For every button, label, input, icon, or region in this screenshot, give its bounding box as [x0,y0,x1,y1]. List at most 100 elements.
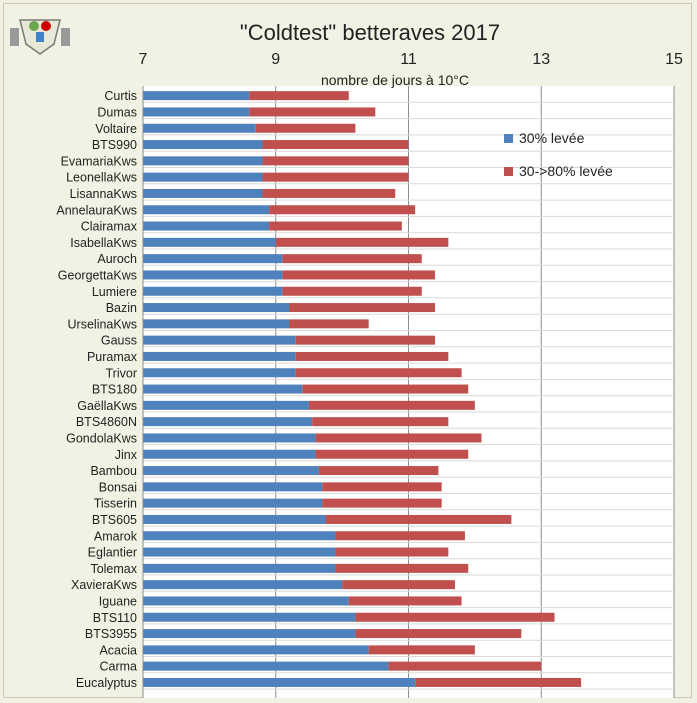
category-label: BTS4860N [76,415,137,429]
bar-series-2 [348,596,462,606]
bar-series-2 [322,498,442,508]
category-label: BTS605 [92,513,137,527]
bar-series-2 [249,91,349,101]
bar-series-1 [143,612,356,622]
bar-series-1 [143,368,296,378]
category-label: LeonellaKws [66,171,137,185]
legend-item-series-1: 30% levée [504,130,584,146]
bar-series-1 [143,335,296,345]
x-tick-label: 7 [139,51,148,68]
category-label: GaëllaKws [77,399,137,413]
bar-series-2 [289,319,369,329]
bar-series-2 [262,188,396,198]
bar-series-1 [143,449,316,459]
bar-series-1 [143,188,263,198]
category-label: IsabellaKws [70,236,137,250]
category-label: Bonsai [99,480,137,494]
bar-series-2 [255,123,356,133]
bar-series-2 [249,107,376,117]
bar-series-1 [143,433,316,443]
bar-series-2 [368,645,475,655]
bar-series-2 [262,156,409,166]
bar-series-1 [143,596,349,606]
category-label: Amarok [94,529,138,543]
category-label: Eglantier [88,546,137,560]
category-label: Tisserin [94,497,137,511]
bar-series-1 [143,417,313,427]
bar-series-1 [143,205,270,215]
bar-series-2 [269,205,416,215]
category-label: Lumiere [92,285,137,299]
bar-series-2 [325,514,512,524]
bar-series-2 [289,303,436,313]
category-label: Tolemax [90,562,137,576]
category-label: GeorgettaKws [58,268,137,282]
bar-series-2 [308,400,475,410]
x-axis-label: nombre de jours à 10°C [320,72,469,88]
bar-series-1 [143,107,250,117]
bar-series-1 [143,140,263,150]
legend-item-series-2: 30->80% levée [504,163,613,179]
logo-icon [10,19,70,55]
bar-series-1 [143,303,290,313]
bar-series-2 [318,466,439,476]
bar-series-1 [143,677,416,687]
bar-series-1 [143,123,256,133]
bar-series-1 [143,254,283,264]
bar-series-1 [143,156,263,166]
bar-series-1 [143,286,283,296]
category-label: Acacia [99,643,137,657]
category-label: XavieraKws [71,578,137,592]
bar-series-1 [143,172,263,182]
bar-series-1 [143,629,356,639]
category-label: Gauss [101,334,137,348]
category-label: Curtis [104,89,137,103]
bar-series-1 [143,384,303,394]
bar-series-2 [315,449,469,459]
category-label: Puramax [87,350,138,364]
bar-series-1 [143,498,323,508]
legend-label-series-1: 30% levée [519,130,585,146]
bar-series-1 [143,661,389,671]
bar-series-2 [322,482,442,492]
bar-series-2 [388,661,542,671]
x-tick-label: 13 [532,51,550,68]
bar-series-2 [282,286,422,296]
bar-series-1 [143,547,336,557]
legend-swatch-series-1 [504,133,513,143]
bar-series-2 [295,368,462,378]
bar-series-1 [143,91,250,101]
category-label: Trivor [106,366,137,380]
category-label: GondolaKws [66,431,137,445]
bar-series-1 [143,580,343,590]
bar-series-1 [143,563,336,573]
bar-series-2 [302,384,469,394]
category-label: Iguane [99,594,137,608]
bar-series-2 [262,140,409,150]
bar-series-2 [262,172,409,182]
bar-series-2 [335,531,465,541]
bar-series-1 [143,645,369,655]
bar-series-2 [312,417,449,427]
x-tick-label: 15 [665,51,683,68]
bar-series-1 [143,400,309,410]
category-label: Bazin [106,301,137,315]
bar-series-2 [295,335,436,345]
x-tick-label: 11 [400,51,417,68]
category-label: LisannaKws [70,187,137,201]
category-label: EvamariaKws [61,154,137,168]
category-label: Clairamax [81,220,138,234]
bar-series-1 [143,270,283,280]
bar-series-2 [315,433,482,443]
category-label: AnnelauraKws [56,203,137,217]
bar-series-1 [143,466,319,476]
bar-series-2 [275,237,449,247]
bar-series-2 [335,547,449,557]
bar-series-2 [282,270,436,280]
category-label: BTS110 [93,611,137,625]
bar-series-2 [415,677,582,687]
category-label: BTS3955 [85,627,137,641]
bar-series-2 [355,612,555,622]
category-label: UrselinaKws [68,317,137,331]
